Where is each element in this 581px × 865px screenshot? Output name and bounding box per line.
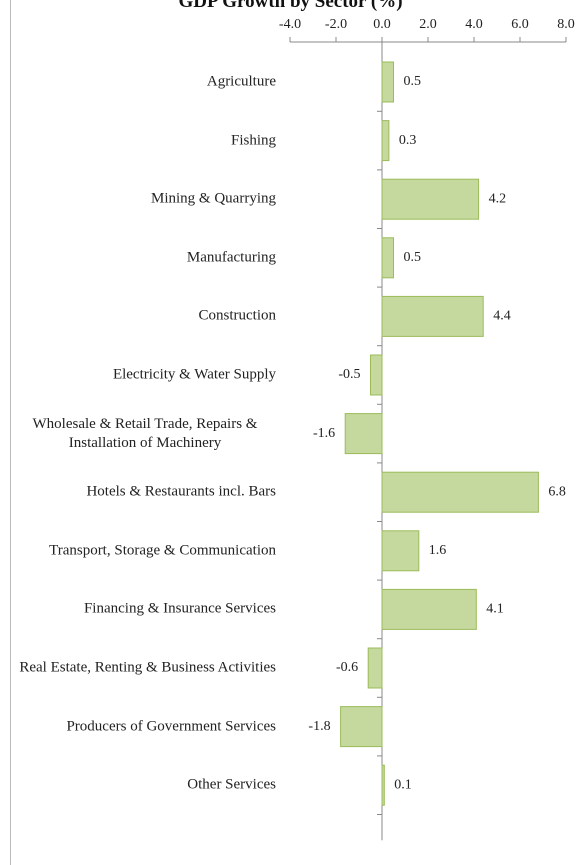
x-tick-label: -4.0 xyxy=(279,17,301,32)
category-label: Construction xyxy=(14,307,277,326)
value-label: -1.6 xyxy=(313,426,335,441)
category-text: Real Estate, Renting & Business Activiti… xyxy=(19,659,276,676)
x-tick-label: 8.0 xyxy=(557,17,575,32)
value-label: 4.2 xyxy=(489,191,507,206)
value-label: 4.4 xyxy=(493,309,511,324)
bar xyxy=(381,588,477,630)
value-label: 0.3 xyxy=(399,133,417,148)
value-label: -0.6 xyxy=(336,660,358,675)
x-tick-label: -2.0 xyxy=(325,17,347,32)
value-label: 0.5 xyxy=(404,74,422,89)
bar xyxy=(340,706,383,748)
category-text: Other Services xyxy=(187,776,276,793)
value-label: 4.1 xyxy=(486,602,504,617)
bar xyxy=(381,237,394,279)
bar xyxy=(344,413,383,455)
bar xyxy=(367,647,383,689)
value-label: 0.5 xyxy=(404,250,422,265)
bar xyxy=(370,354,383,396)
category-label: Manufacturing xyxy=(14,248,276,267)
value-label: 1.6 xyxy=(429,543,447,558)
x-tick-label: 4.0 xyxy=(465,17,483,32)
x-tick-label: 6.0 xyxy=(511,17,529,32)
bar xyxy=(381,530,420,572)
category-text: Producers of Government Services xyxy=(66,718,276,735)
bar xyxy=(381,764,385,806)
category-text: Financing & Insurance Services xyxy=(83,600,276,617)
category-label: Agriculture xyxy=(14,73,276,92)
bar xyxy=(381,295,484,337)
x-tick-label: 2.0 xyxy=(419,17,437,32)
category-label: Wholesale & Retail Trade, Repairs & Inst… xyxy=(14,415,276,453)
bar xyxy=(381,61,394,103)
bar xyxy=(381,178,480,220)
category-label: Fishing xyxy=(14,131,276,150)
category-text: Fishing xyxy=(230,132,276,149)
category-text: Electricity & Water Supply xyxy=(112,366,276,383)
category-text: Hotels & Restaurants incl. Bars xyxy=(86,483,276,500)
category-text: Wholesale & Retail Trade, Repairs & Inst… xyxy=(32,415,258,451)
category-label: Hotels & Restaurants incl. Bars xyxy=(14,483,276,502)
category-text: Mining & Quarrying xyxy=(151,190,276,207)
chart-title: GDP Growth by Sector (%) xyxy=(178,0,403,12)
category-text: Manufacturing xyxy=(186,249,276,266)
value-label: 0.1 xyxy=(394,777,412,792)
category-label: Producers of Government Services xyxy=(14,717,276,736)
x-tick-label: 0.0 xyxy=(373,17,391,32)
value-label: -1.8 xyxy=(308,719,330,734)
bar xyxy=(381,471,539,513)
category-label: Other Services xyxy=(14,776,276,795)
category-label: Mining & Quarrying xyxy=(14,190,276,209)
category-label: Transport, Storage & Communication xyxy=(14,541,276,560)
value-label: 6.8 xyxy=(548,484,566,499)
category-text: Transport, Storage & Communication xyxy=(49,542,276,559)
bar xyxy=(381,120,390,162)
category-label: Real Estate, Renting & Business Activiti… xyxy=(14,659,276,678)
category-text: Agriculture xyxy=(206,73,276,90)
category-text: Construction xyxy=(198,307,277,324)
category-label: Financing & Insurance Services xyxy=(14,600,276,619)
category-label: Electricity & Water Supply xyxy=(14,366,276,385)
value-label: -0.5 xyxy=(338,367,360,382)
